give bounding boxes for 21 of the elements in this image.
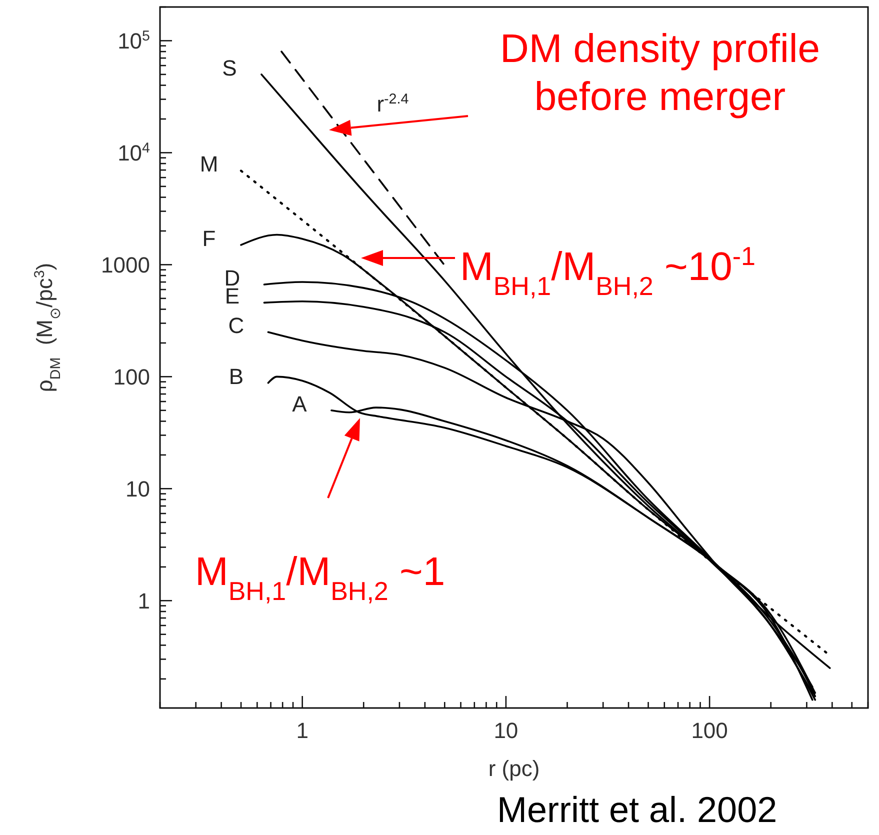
y-tick-label: 10$^{4}$ (118, 140, 150, 166)
x-tick-label: 100 (691, 718, 728, 743)
series-label: A (292, 391, 308, 416)
x-tick-label: 10 (494, 718, 518, 743)
series-label: B (228, 364, 244, 389)
annotation: M$_{BH,1}$/M$_{BH,2}$ ~10$^{-1}$ (460, 241, 756, 301)
series-label: M (200, 152, 218, 177)
y-tick-label: 10 (126, 476, 150, 502)
x-axis-title: r (pc) (488, 756, 540, 781)
annotation: DM density profile before merger (500, 27, 820, 119)
series-label: S (222, 55, 237, 80)
y-tick-label: 10$^{5}$ (118, 28, 150, 54)
y-tick-label: 1000 (101, 252, 150, 278)
y-tick-label: 1 (138, 588, 150, 614)
x-tick-label: 1 (296, 718, 308, 743)
text: Merritt et al. 2002 (497, 789, 778, 830)
annotation: M$_{BH,1}$/M$_{BH,2}$ ~1 (195, 550, 446, 606)
y-tick-label: 100 (113, 364, 150, 390)
series-label: F (202, 226, 216, 251)
series-label: C (228, 313, 244, 338)
series-label: r$^{-2.4}$ (376, 92, 409, 117)
